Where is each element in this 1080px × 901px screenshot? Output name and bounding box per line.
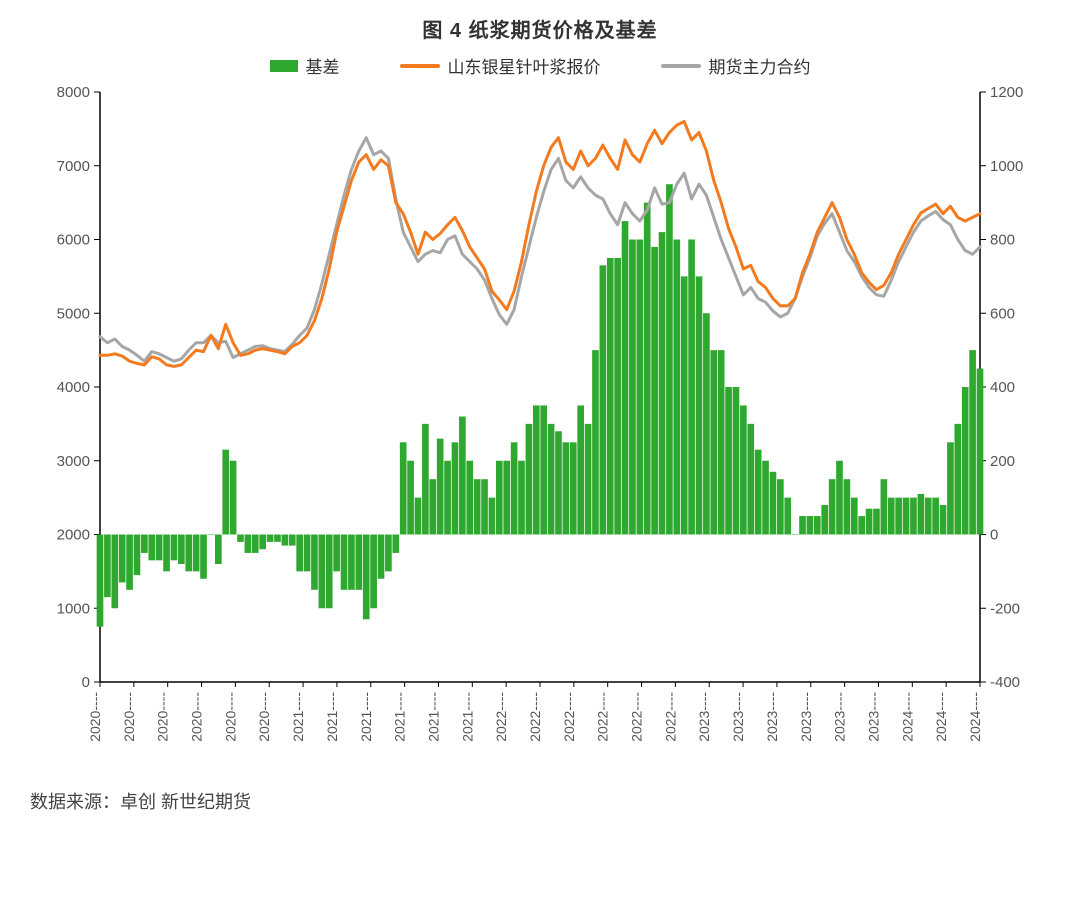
data-source: 数据来源：卓创 新世纪期货 <box>30 788 1080 814</box>
svg-text:1000: 1000 <box>990 158 1023 175</box>
svg-text:2022----: 2022---- <box>629 692 645 742</box>
svg-text:1000: 1000 <box>57 600 90 617</box>
svg-text:2023----: 2023---- <box>832 692 848 742</box>
svg-text:2022----: 2022---- <box>527 692 543 742</box>
svg-text:400: 400 <box>990 379 1015 396</box>
svg-text:800: 800 <box>990 232 1015 249</box>
chart-area: 010002000300040005000600070008000-400-20… <box>30 82 1050 762</box>
svg-text:2021----: 2021---- <box>425 692 441 742</box>
legend-swatch-spot <box>400 64 440 68</box>
svg-text:2021----: 2021---- <box>290 692 306 742</box>
svg-text:2022----: 2022---- <box>595 692 611 742</box>
svg-text:2021----: 2021---- <box>358 692 374 742</box>
svg-text:2021----: 2021---- <box>324 692 340 742</box>
svg-text:2021----: 2021---- <box>459 692 475 742</box>
svg-text:8000: 8000 <box>57 84 90 101</box>
legend-swatch-basis <box>270 60 298 72</box>
chart-title: 图 4 纸浆期货价格及基差 <box>0 14 1080 43</box>
svg-text:2022----: 2022---- <box>493 692 509 742</box>
legend-item-spot: 山东银星针叶浆报价 <box>400 53 601 78</box>
svg-text:3000: 3000 <box>57 453 90 470</box>
svg-text:2023----: 2023---- <box>865 692 881 742</box>
chart-svg: 010002000300040005000600070008000-400-20… <box>30 82 1050 762</box>
svg-text:2000: 2000 <box>57 527 90 544</box>
svg-text:-200: -200 <box>990 600 1020 617</box>
legend: 基差 山东银星针叶浆报价 期货主力合约 <box>0 53 1080 78</box>
svg-text:2023----: 2023---- <box>696 692 712 742</box>
legend-label-futures: 期货主力合约 <box>709 53 811 78</box>
svg-text:2023----: 2023---- <box>730 692 746 742</box>
legend-label-spot: 山东银星针叶浆报价 <box>448 53 601 78</box>
svg-text:0: 0 <box>82 674 90 691</box>
svg-text:-400: -400 <box>990 674 1020 691</box>
svg-text:4000: 4000 <box>57 379 90 396</box>
svg-text:2020----: 2020---- <box>155 692 171 742</box>
legend-item-futures: 期货主力合约 <box>661 53 811 78</box>
svg-text:2021----: 2021---- <box>392 692 408 742</box>
legend-swatch-futures <box>661 64 701 68</box>
svg-text:2020----: 2020---- <box>189 692 205 742</box>
legend-label-basis: 基差 <box>306 53 340 78</box>
svg-text:2023----: 2023---- <box>764 692 780 742</box>
svg-text:2023----: 2023---- <box>798 692 814 742</box>
svg-text:2020----: 2020---- <box>256 692 272 742</box>
svg-text:2020----: 2020---- <box>87 692 103 742</box>
svg-text:200: 200 <box>990 453 1015 470</box>
svg-text:2024----: 2024---- <box>933 692 949 742</box>
svg-text:2020----: 2020---- <box>222 692 238 742</box>
svg-text:2024----: 2024---- <box>967 692 983 742</box>
svg-text:2022----: 2022---- <box>561 692 577 742</box>
svg-text:600: 600 <box>990 305 1015 322</box>
svg-text:7000: 7000 <box>57 158 90 175</box>
svg-text:2020----: 2020---- <box>121 692 137 742</box>
svg-text:0: 0 <box>990 527 998 544</box>
svg-text:6000: 6000 <box>57 232 90 249</box>
svg-text:2022----: 2022---- <box>662 692 678 742</box>
svg-text:5000: 5000 <box>57 305 90 322</box>
legend-item-basis: 基差 <box>270 53 340 78</box>
svg-text:2024----: 2024---- <box>899 692 915 742</box>
svg-text:1200: 1200 <box>990 84 1023 101</box>
